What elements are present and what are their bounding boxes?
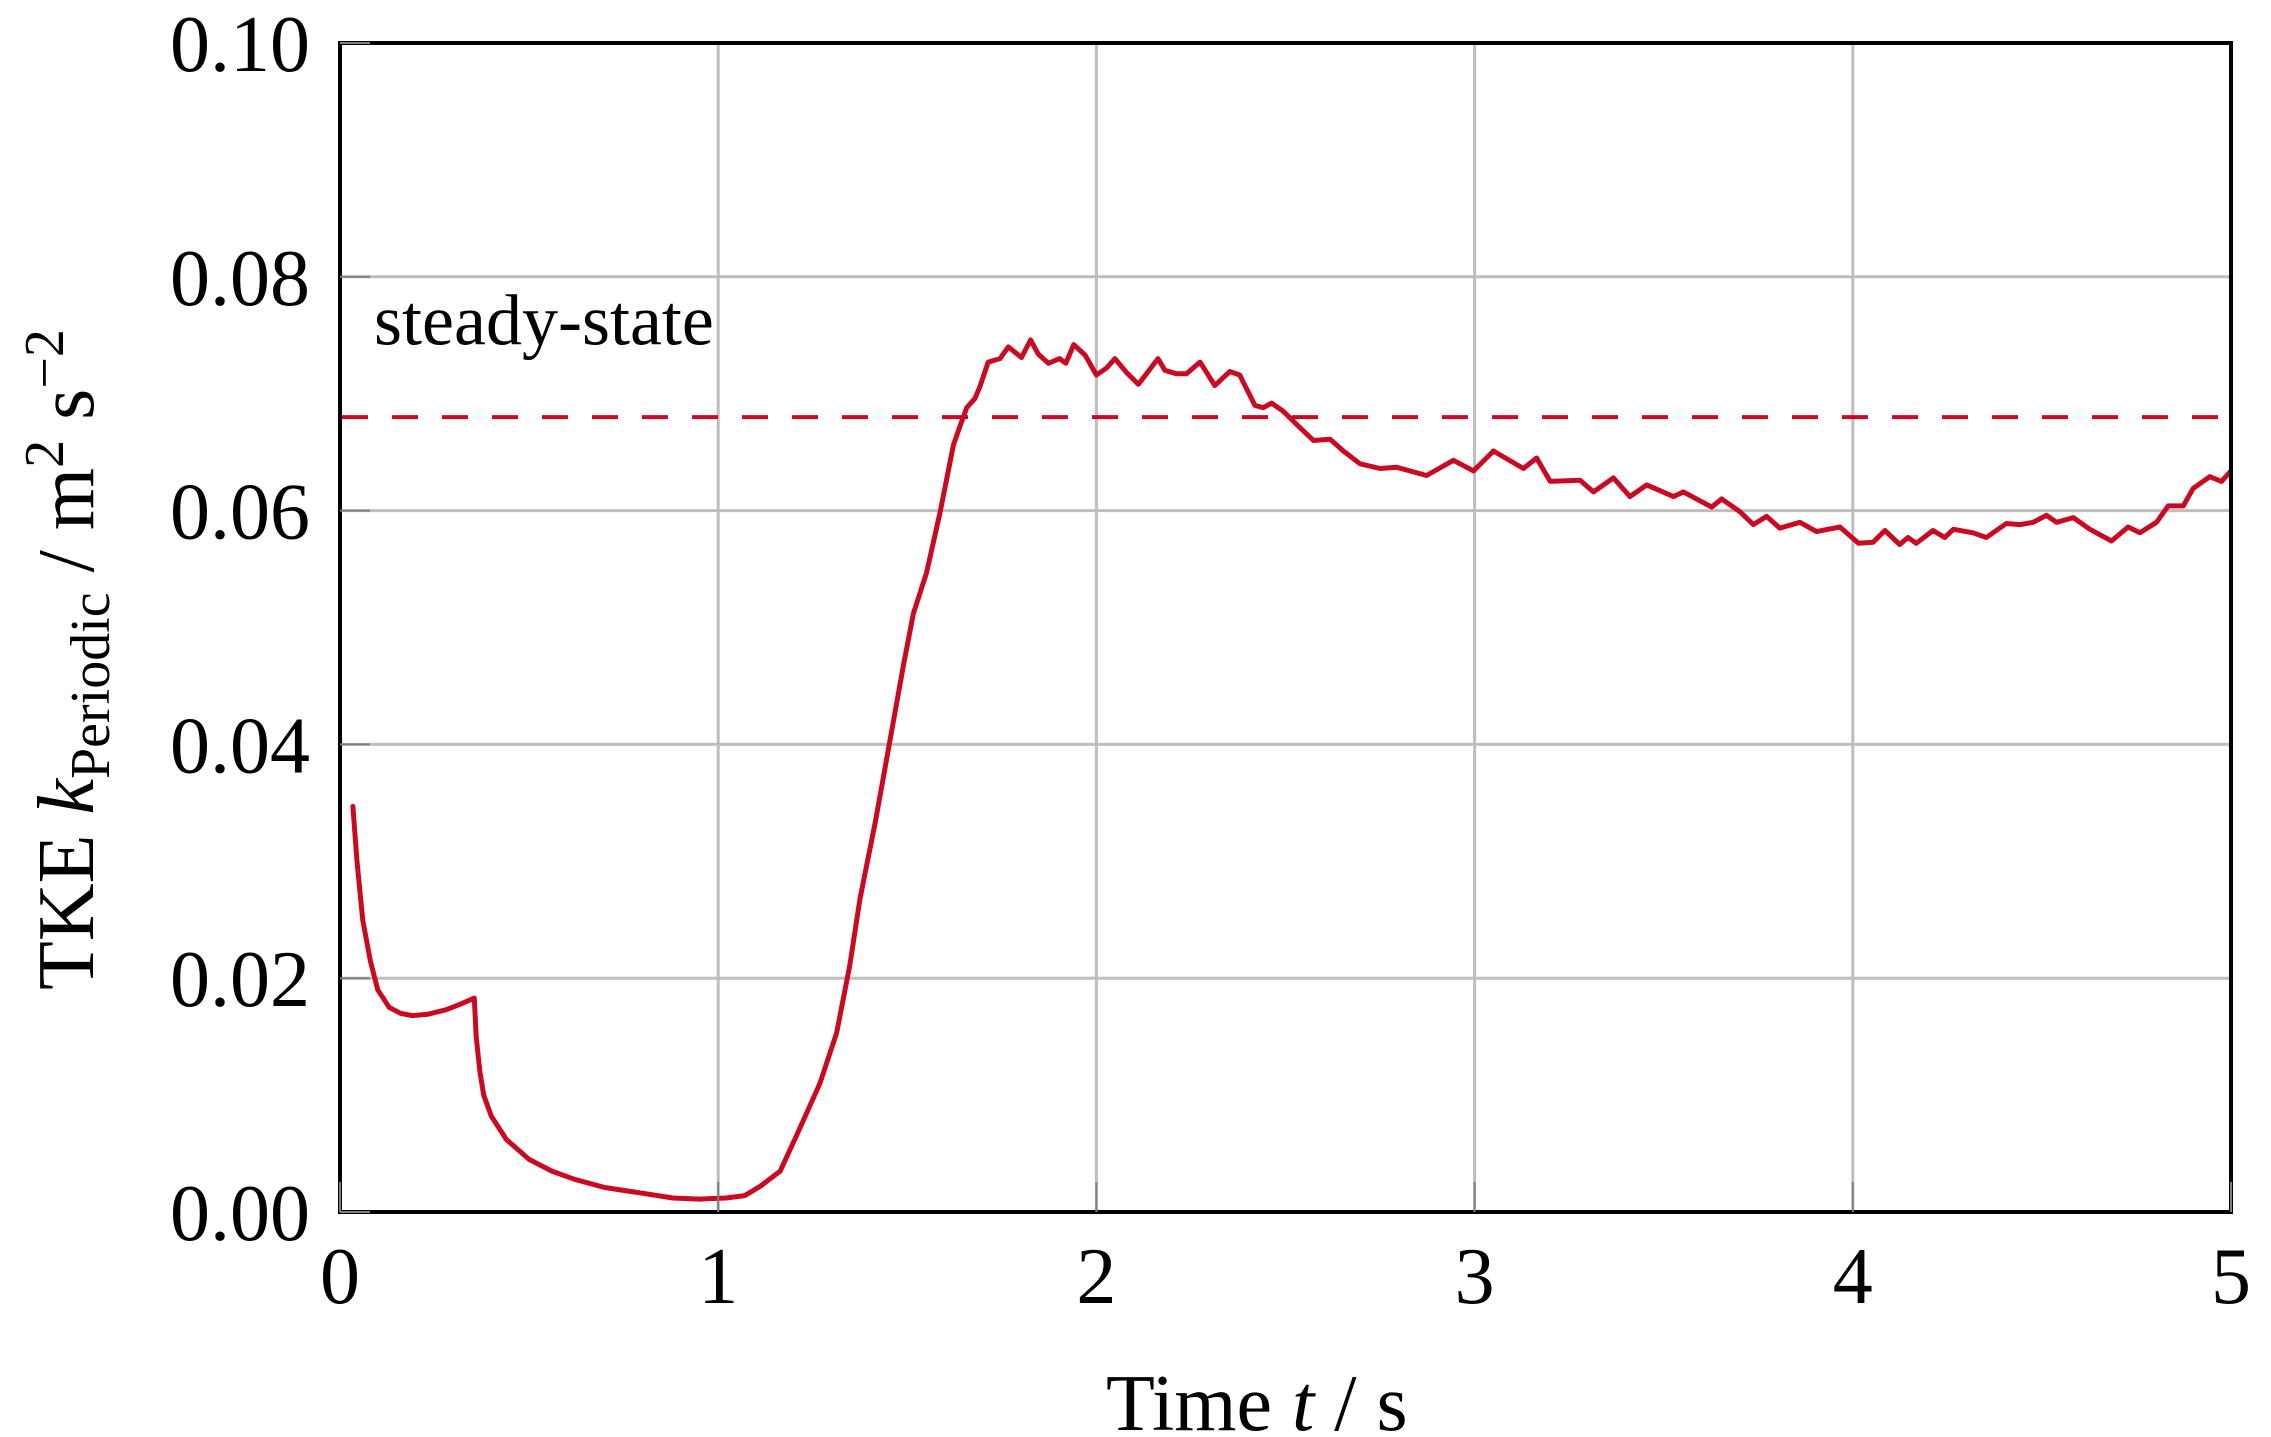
y-label-unit-m: / m <box>23 468 111 592</box>
steady-state-annotation: steady-state <box>374 281 714 361</box>
y-tick-label: 0.06 <box>170 469 310 557</box>
x-tick-label: 1 <box>698 1233 738 1321</box>
y-label-sup-neg2: −2 <box>14 329 76 389</box>
x-label-unit: / s <box>1314 1360 1407 1437</box>
tke-series-line <box>350 337 2233 1202</box>
y-tick-label: 0.02 <box>170 936 310 1024</box>
y-tick-label: 0.04 <box>170 702 310 790</box>
x-label-var: t <box>1292 1360 1316 1437</box>
y-label-subscript: Periodic <box>60 592 122 779</box>
y-label-var: k <box>23 777 111 814</box>
y-axis-label: TKE kPeriodic / m2 s−2 <box>14 329 122 990</box>
y-label-unit-s: s <box>23 389 111 440</box>
x-axis-ticks: 0 1 2 3 4 5 <box>320 1182 2251 1321</box>
y-tick-label: 0.08 <box>170 235 310 323</box>
x-tick-label: 3 <box>1455 1233 1495 1321</box>
x-tick-label: 5 <box>2211 1233 2251 1321</box>
plot-frame <box>338 41 2233 1214</box>
y-label-prefix: TKE <box>23 814 111 990</box>
y-label-sup-2: 2 <box>14 440 76 468</box>
y-axis-ticks: 0.00 0.02 0.04 0.06 0.08 0.10 <box>170 1 370 1258</box>
grid-lines <box>340 43 2231 1212</box>
y-tick-label: 0.00 <box>170 1170 310 1258</box>
x-tick-label: 2 <box>1076 1233 1116 1321</box>
y-tick-label: 0.10 <box>170 1 310 89</box>
x-tick-label: 4 <box>1833 1233 1873 1321</box>
x-tick-label: 0 <box>320 1233 360 1321</box>
x-axis-label: Time t / s <box>1106 1360 1408 1437</box>
x-label-prefix: Time <box>1106 1360 1292 1437</box>
